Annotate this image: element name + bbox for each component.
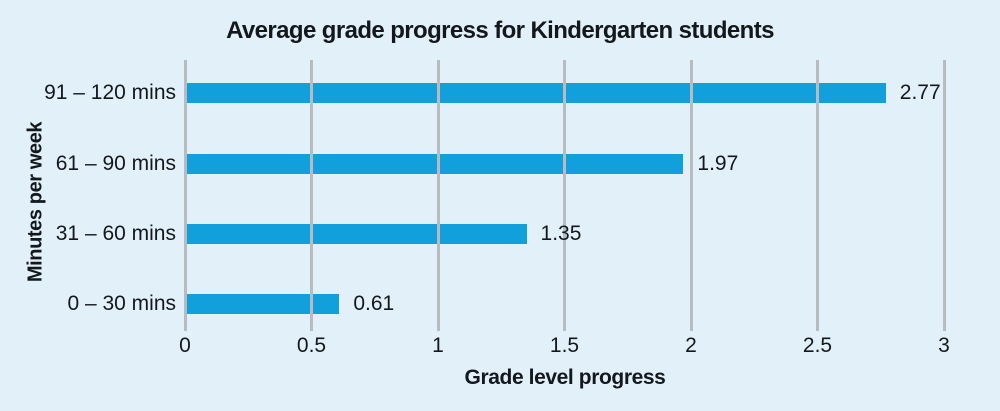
x-tick-label: 1.5 (549, 334, 580, 357)
x-axis-label: Grade level progress (464, 366, 666, 389)
bar (185, 83, 886, 103)
x-tick-label: 0.5 (296, 334, 327, 357)
x-tick-label: 2.5 (802, 334, 833, 357)
category-label: 91 – 120 mins (44, 81, 176, 104)
category-label: 61 – 90 mins (55, 152, 176, 175)
value-label: 1.97 (697, 152, 739, 175)
bar (185, 224, 527, 244)
value-label: 2.77 (899, 81, 941, 104)
chart-title: Average grade progress for Kindergarten … (226, 17, 774, 44)
value-label: 0.61 (353, 292, 395, 315)
category-label: 31 – 60 mins (55, 222, 176, 245)
bar (185, 294, 340, 314)
x-tick-label: 0 (179, 334, 191, 357)
category-label: 0 – 30 mins (67, 292, 176, 315)
gridline (563, 60, 566, 331)
gridline (689, 60, 693, 331)
gridline (183, 60, 187, 331)
x-tick-label: 3 (938, 334, 950, 357)
gridline (942, 60, 946, 331)
gridline (436, 60, 440, 331)
x-tick-label: 2 (685, 334, 697, 357)
x-tick-label: 1 (432, 334, 444, 357)
value-label: 1.35 (540, 222, 582, 245)
bar (185, 154, 684, 174)
gridline (816, 60, 819, 331)
gridline (310, 60, 313, 331)
